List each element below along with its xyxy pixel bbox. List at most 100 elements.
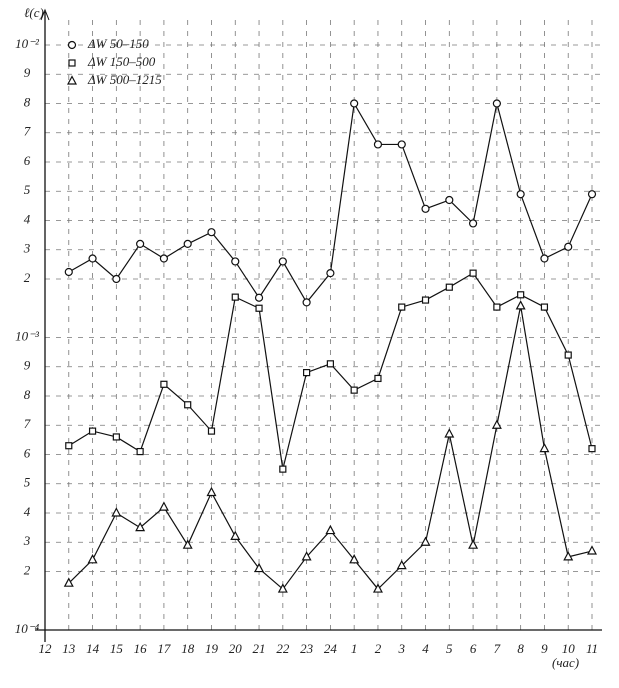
data-point <box>539 442 550 453</box>
y-tick-label: 4 <box>24 504 31 519</box>
data-point <box>587 190 597 199</box>
y-tick-label: 10⁻² <box>15 36 40 51</box>
data-point <box>88 427 97 435</box>
x-tick-label: 24 <box>324 641 338 656</box>
data-point <box>468 219 478 228</box>
data-point <box>373 140 383 149</box>
data-point <box>182 539 193 549</box>
x-tick-label: 10 <box>562 641 576 656</box>
data-point <box>183 239 192 248</box>
legend-label: ΔW 150–500 <box>87 54 156 69</box>
x-tick-label: 13 <box>62 641 76 656</box>
y-tick-label: 6 <box>24 445 31 460</box>
data-point <box>374 374 382 383</box>
data-point <box>326 269 335 278</box>
data-point <box>206 486 217 497</box>
data-point <box>468 539 479 549</box>
x-tick-label: 4 <box>422 641 429 656</box>
data-point <box>160 380 168 388</box>
x-tick-label: 20 <box>229 641 243 656</box>
data-point <box>516 190 525 199</box>
data-point <box>587 545 597 555</box>
y-tick-label: 2 <box>24 270 31 285</box>
data-point <box>279 465 287 473</box>
data-point <box>230 530 241 540</box>
data-point <box>112 433 120 441</box>
data-point <box>444 428 455 438</box>
y-tick-label: 3 <box>23 241 31 256</box>
data-point <box>517 291 525 299</box>
y-tick-label: 3 <box>23 533 31 548</box>
data-point <box>350 99 359 108</box>
x-tick-label: 8 <box>517 641 524 656</box>
x-tick-label: 11 <box>586 641 598 656</box>
x-axis-label: (час) <box>552 655 579 670</box>
legend-marker <box>67 40 77 50</box>
legend-label: ΔW 500–1215 <box>87 72 162 87</box>
y-tick-label: 10⁻³ <box>15 328 40 343</box>
data-point <box>255 304 263 312</box>
x-tick-label: 23 <box>300 641 314 656</box>
x-tick-label: 14 <box>86 641 100 656</box>
data-point <box>302 298 311 307</box>
data-point <box>277 583 288 593</box>
y-tick-label: 7 <box>24 124 31 139</box>
data-point <box>136 447 144 456</box>
data-point <box>564 351 572 359</box>
y-tick-label: 2 <box>24 562 31 577</box>
x-tick-label: 9 <box>541 641 548 656</box>
data-point <box>563 551 574 561</box>
data-point <box>350 386 358 394</box>
y-tick-label: 4 <box>24 211 31 226</box>
data-point <box>325 524 336 535</box>
legend-marker <box>68 59 76 67</box>
data-point <box>207 427 216 435</box>
x-tick-label: 3 <box>397 641 405 656</box>
data-point <box>136 239 145 248</box>
y-axis-label: ℓ(c) <box>24 5 44 20</box>
x-tick-label: 22 <box>276 641 290 656</box>
data-point <box>303 369 311 377</box>
y-tick-label: 5 <box>24 182 31 197</box>
y-tick-label: 8 <box>24 94 31 109</box>
y-tick-label: 9 <box>24 358 31 373</box>
data-point <box>515 300 526 310</box>
data-point <box>397 140 406 149</box>
series-line <box>68 305 593 590</box>
data-point <box>540 254 549 263</box>
data-point <box>445 283 453 291</box>
x-tick-label: 5 <box>446 641 453 656</box>
x-tick-label: 7 <box>494 641 501 656</box>
legend-label: ΔW 50–150 <box>87 36 149 51</box>
data-point <box>278 257 287 266</box>
x-tick-label: 18 <box>181 641 195 656</box>
x-tick-label: 21 <box>253 641 266 656</box>
legend-marker <box>67 75 77 85</box>
x-tick-label: 6 <box>470 641 477 656</box>
data-point <box>349 554 360 564</box>
x-tick-label: 17 <box>157 641 171 656</box>
data-point <box>420 536 431 546</box>
x-tick-label: 16 <box>134 641 148 656</box>
x-tick-label: 1 <box>351 641 358 656</box>
y-axis-arrow <box>40 8 50 21</box>
y-tick-label: 7 <box>24 416 31 431</box>
data-point <box>492 99 501 108</box>
data-point <box>112 274 121 284</box>
data-point <box>159 254 169 263</box>
data-point <box>491 419 502 429</box>
data-point <box>564 242 573 251</box>
data-point <box>254 562 265 573</box>
data-point <box>87 554 98 564</box>
data-point <box>135 521 146 532</box>
data-point <box>588 445 596 453</box>
data-point <box>469 269 477 277</box>
data-point <box>421 296 430 304</box>
data-point <box>65 442 73 450</box>
data-point <box>88 254 97 263</box>
y-tick-label: 6 <box>24 153 31 168</box>
x-tick-label: 2 <box>375 641 382 656</box>
data-point <box>184 401 192 409</box>
data-point <box>111 507 122 517</box>
